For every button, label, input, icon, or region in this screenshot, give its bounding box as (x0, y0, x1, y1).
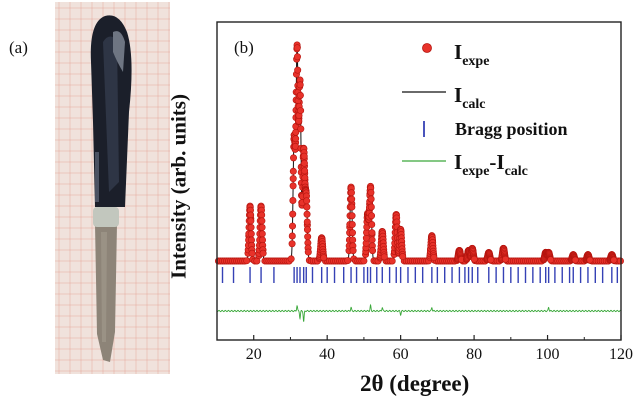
expe-point (258, 230, 266, 238)
x-axis: 20 40 60 80 100 120 (216, 335, 633, 363)
expe-point (288, 232, 296, 240)
expe-point (348, 221, 356, 229)
expe-point (292, 135, 300, 143)
expe-point (243, 257, 251, 265)
legend-item-icalc: Icalc (454, 83, 486, 112)
expe-point (258, 211, 266, 219)
x-tick-label: 120 (609, 346, 633, 363)
panel-label-a: (a) (9, 38, 28, 57)
expe-point (586, 256, 594, 264)
expe-point (293, 53, 301, 61)
expe-point (296, 81, 304, 89)
legend-markers (402, 43, 446, 162)
expe-point (303, 203, 311, 211)
legend-item-bragg: Bragg position (455, 119, 568, 139)
expe-point (430, 253, 438, 261)
expe-point (571, 256, 579, 264)
expe-point (248, 249, 256, 257)
panel-label-b: (b) (234, 38, 254, 57)
expe-point (293, 44, 301, 52)
expe-point (349, 236, 357, 244)
expe-point (296, 91, 304, 99)
expe-point (368, 236, 376, 244)
expe-point (297, 107, 305, 115)
expe-point (303, 218, 311, 226)
expe-point (290, 154, 298, 162)
expe-point (399, 253, 407, 261)
expe-point (259, 249, 267, 257)
legend-item-iexpe: Iexpe (454, 40, 490, 69)
expe-point (287, 255, 295, 263)
expe-point (247, 217, 255, 225)
expe-point (360, 257, 368, 265)
expe-point (388, 257, 396, 265)
x-tick-label: 80 (466, 346, 482, 363)
expe-points-group (214, 41, 624, 265)
expe-point (367, 195, 375, 203)
expe-point (288, 240, 296, 248)
expe-point (487, 256, 495, 264)
expe-point (368, 212, 376, 220)
expe-point (380, 253, 388, 261)
expe-point (300, 152, 308, 160)
x-axis-label: 2θ (degree) (360, 371, 470, 396)
expe-point (304, 233, 312, 241)
expe-point (247, 223, 255, 231)
expe-point (547, 256, 555, 264)
expe-point (348, 203, 356, 211)
expe-point (320, 254, 328, 262)
expe-point (348, 229, 356, 237)
expe-point (470, 255, 478, 263)
expe-point (297, 125, 305, 133)
expe-point (367, 188, 375, 196)
bragg-tick-group (221, 267, 619, 283)
expe-point (610, 256, 618, 264)
expe-point (304, 248, 312, 256)
expe-point (348, 212, 356, 220)
expe-point (294, 66, 302, 74)
legend-marker-iexpe (422, 43, 432, 53)
y-axis-label: Intensity (arb. units) (166, 94, 191, 279)
expe-point (303, 210, 311, 218)
x-tick-label: 100 (536, 346, 560, 363)
difference-curve-group (216, 303, 622, 322)
expe-point (369, 247, 377, 255)
x-tick-label: 60 (393, 346, 409, 363)
expe-point (303, 197, 311, 205)
expe-point (258, 217, 266, 225)
x-tick-label: 40 (319, 346, 335, 363)
expe-point (247, 230, 255, 238)
expe-point (289, 175, 297, 183)
expe-point (502, 255, 510, 263)
expe-point (289, 210, 297, 218)
sample-photo (55, 2, 170, 374)
expe-point (301, 167, 309, 175)
expe-point (289, 167, 297, 175)
expe-point (300, 159, 308, 167)
x-tick-label: 20 (246, 346, 262, 363)
expe-point (348, 195, 356, 203)
expe-point (368, 229, 376, 237)
plot-frame (216, 21, 622, 341)
series-icalc-line (217, 44, 621, 262)
expe-point (289, 197, 297, 205)
expe-point (347, 189, 355, 197)
legend-item-difference: Iexpe-Icalc (454, 150, 528, 179)
expe-point (349, 247, 357, 255)
expe-point (258, 223, 266, 231)
expe-point (303, 226, 311, 234)
expe-point (288, 222, 296, 230)
expe-point (247, 211, 255, 219)
expe-point (289, 182, 297, 190)
calc-curve-group (217, 44, 621, 262)
expe-point (368, 221, 376, 229)
series-difference-line (216, 303, 622, 322)
expe-point (344, 257, 352, 265)
expe-point (367, 203, 375, 211)
